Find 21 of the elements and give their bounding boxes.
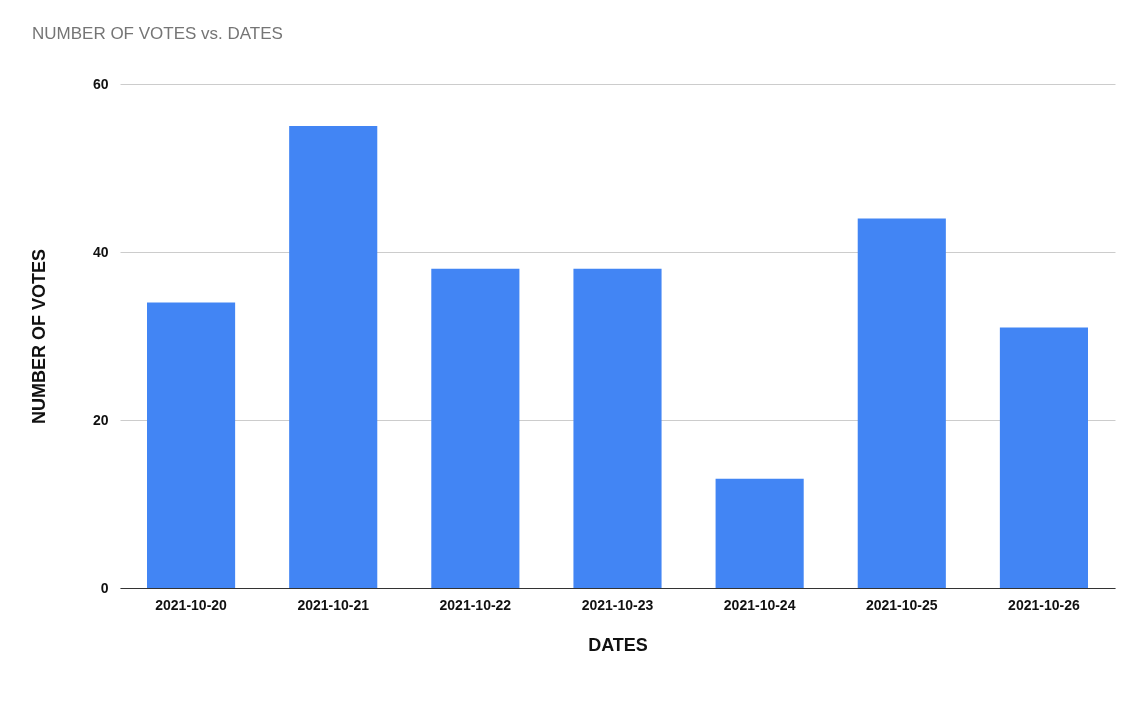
bar <box>999 327 1088 588</box>
bar <box>147 302 236 588</box>
bar <box>431 268 520 588</box>
bar <box>715 478 804 588</box>
x-tick-label: 2021-10-25 <box>865 596 938 613</box>
y-tick-label: 20 <box>92 411 109 428</box>
chart-title: NUMBER OF VOTES vs. DATES <box>32 24 283 43</box>
x-axis-title: DATES <box>588 634 648 655</box>
bar <box>573 268 662 588</box>
bar <box>289 126 378 588</box>
y-tick-label: 40 <box>92 243 109 260</box>
bar <box>857 218 946 588</box>
x-tick-label: 2021-10-23 <box>581 596 654 613</box>
x-tick-label: 2021-10-24 <box>723 596 796 613</box>
x-tick-label: 2021-10-20 <box>155 596 228 613</box>
x-tick-label: 2021-10-21 <box>297 596 370 613</box>
x-tick-label: 2021-10-26 <box>1008 596 1080 613</box>
y-axis-title: NUMBER OF VOTES <box>28 248 49 425</box>
y-tick-label: 60 <box>92 75 109 92</box>
x-tick-label: 2021-10-22 <box>439 596 512 613</box>
y-tick-label: 0 <box>100 579 109 596</box>
